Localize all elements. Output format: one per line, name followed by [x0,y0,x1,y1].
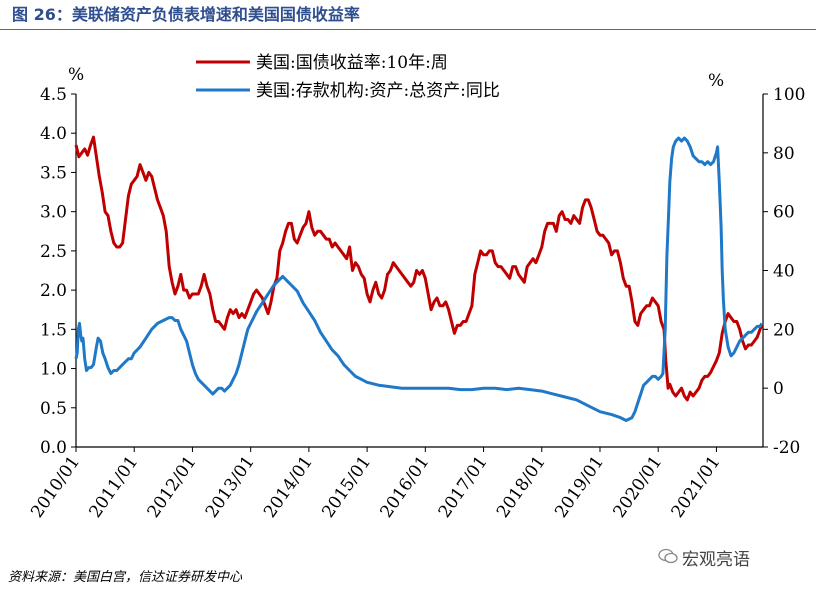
left-tick-label: 4.0 [40,124,67,144]
right-tick-label: 100 [773,85,805,105]
x-tick-label: 2014/01 [260,452,317,521]
series-lines [74,135,764,422]
figure-title: 图 26：美联储资产负债表增速和美国国债收益率 [0,0,816,30]
right-tick-label: 40 [773,262,795,282]
x-tick-label: 2010/01 [27,452,84,521]
left-tick-label: 1.5 [40,320,67,340]
right-tick-label: 80 [773,144,795,164]
left-tick-label: 4.5 [40,85,67,105]
x-tick-label: 2018/01 [493,452,550,521]
legend-label-yield: 美国:国债收益率:10年:周 [256,53,448,73]
legend-label-assets: 美国:存款机构:资产:总资产:同比 [256,81,500,101]
left-tick-label: 2.0 [40,281,67,301]
right-tick-label: -20 [773,438,800,458]
source-note: 资料来源：美国白宫，信达证券研发中心 [8,570,243,585]
x-tick-label: 2019/01 [551,452,608,521]
wechat-icon [658,548,678,564]
right-tick-label: 0 [773,379,784,399]
left-axis-unit: % [68,65,84,85]
left-tick-label: 3.0 [40,203,67,223]
x-tick-label: 2013/01 [202,452,259,521]
left-tick-label: 0.0 [40,438,67,458]
right-axis-unit: % [708,71,724,91]
legend: 美国:国债收益率:10年:周 美国:存款机构:资产:总资产:同比 [196,53,500,101]
left-tick-label: 0.5 [40,399,67,419]
x-tick-label: 2016/01 [377,452,434,521]
x-tick-label: 2020/01 [609,452,666,521]
x-tick-label: 2012/01 [144,452,201,521]
left-tick-label: 3.5 [40,163,67,183]
x-tick-label: 2021/01 [668,452,725,521]
left-tick-label: 1.0 [40,360,67,380]
x-tick-label: 2015/01 [318,452,375,521]
axes-group: 0.0 0.5 1.0 1.5 2.0 2.5 3.0 3.5 4.0 4.5 -20 0 20 40 60… [27,85,805,522]
left-tick-label: 2.5 [40,242,67,262]
series-line-yield [74,135,764,402]
series-line-assets [74,136,764,422]
right-tick-label: 60 [773,203,795,223]
right-tick-label: 20 [773,320,795,340]
watermark-text: 宏观亮语 [682,550,750,570]
x-tick-label: 2017/01 [435,452,492,521]
x-tick-label: 2011/01 [85,452,142,521]
